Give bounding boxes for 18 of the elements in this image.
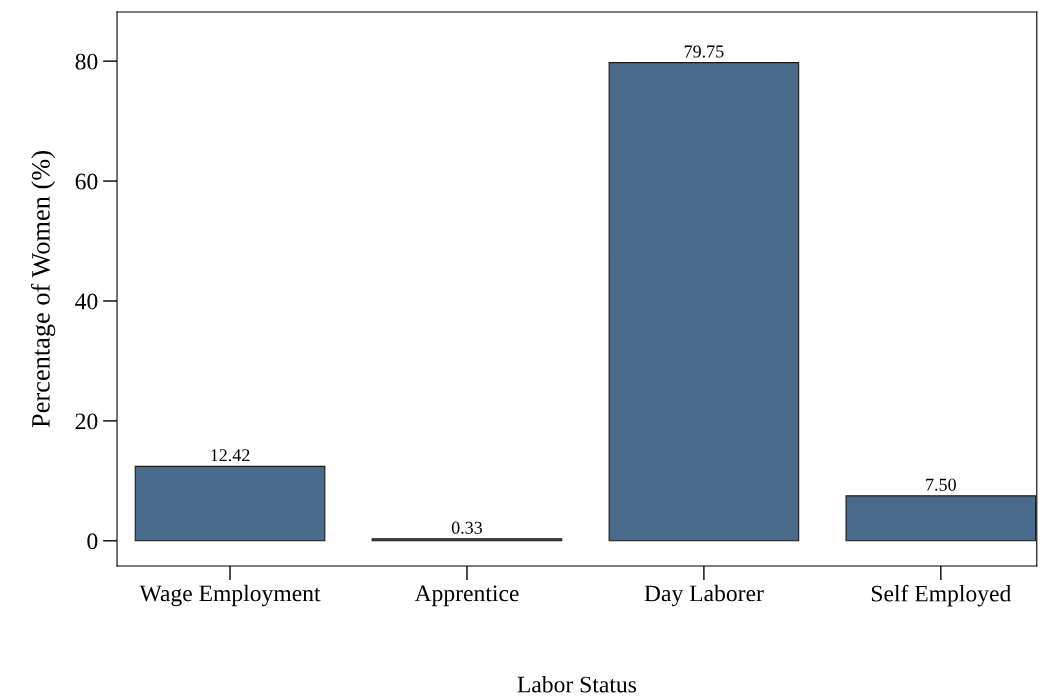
data-label: 12.42: [211, 449, 250, 462]
x-axis-title: Labor Status: [517, 675, 637, 693]
y-axis-title: Percentage of Women (%): [30, 151, 56, 428]
x-tick-label: Apprentice: [414, 585, 519, 607]
y-tick-label: 80: [75, 53, 98, 70]
x-tick-label: Self Employed: [871, 584, 1012, 607]
data-label: 7.50: [926, 478, 956, 491]
data-label: 0.33: [451, 521, 483, 534]
y-tick-label: 20: [75, 413, 98, 430]
bar: [845, 495, 1037, 542]
bar: [134, 465, 326, 542]
y-tick-label: 60: [75, 173, 98, 190]
data-label: 79.75: [684, 45, 724, 58]
x-tick-label: Wage Employment: [139, 584, 321, 607]
x-tick-label: Day Laborer: [644, 584, 764, 607]
y-tick-label: 0: [87, 533, 98, 550]
bar: [608, 62, 800, 542]
y-tick-label: 40: [75, 293, 98, 310]
